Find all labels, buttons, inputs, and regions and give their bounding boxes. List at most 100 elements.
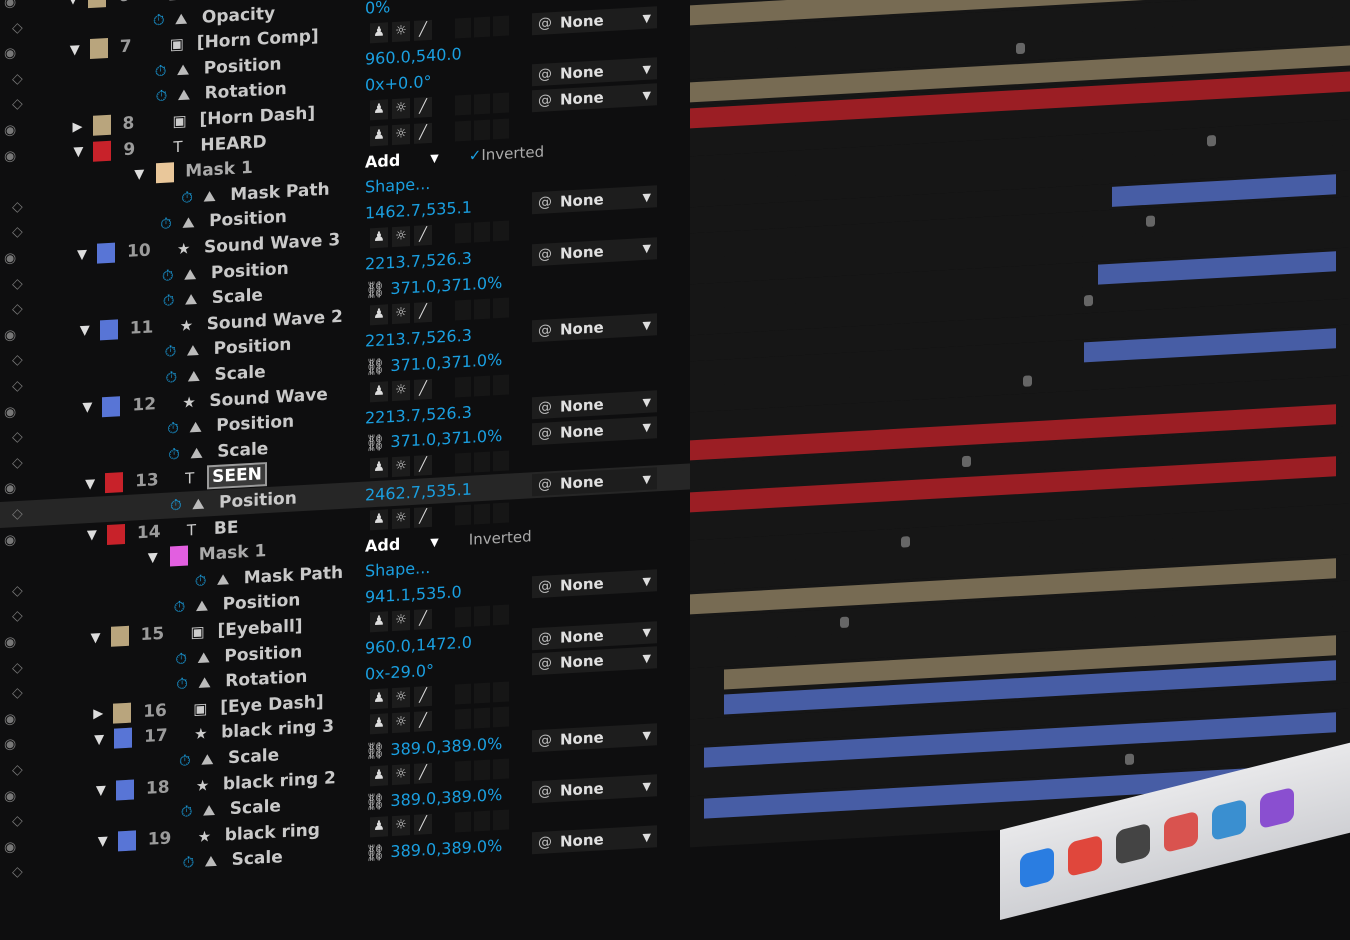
label-color-swatch[interactable] (106, 523, 125, 545)
constrain-proportions-link-icon[interactable]: ⛓ (365, 355, 391, 377)
property-value-text[interactable]: 389.0,389.0% (390, 835, 503, 862)
switch-box[interactable] (474, 810, 490, 832)
graph-editor-icon[interactable]: ⛰ (190, 443, 203, 463)
property-value[interactable]: 2462.7,535.1 (365, 479, 472, 504)
constrain-proportions-link-icon[interactable]: ⛓ (365, 842, 391, 863)
property-value-text[interactable]: 389.0,389.0% (390, 733, 503, 759)
layer-name[interactable]: SEEN (207, 462, 267, 491)
keyframe-marker[interactable] (900, 535, 910, 548)
parent-dropdown[interactable]: @ None ▼ (532, 825, 657, 855)
quality-icon[interactable]: ╱ (414, 301, 432, 323)
visibility-eye-icon[interactable]: ◉ (4, 250, 17, 267)
pick-whip-icon[interactable]: @ (538, 245, 552, 263)
graph-editor-icon[interactable]: ⛰ (189, 417, 202, 437)
inverted-checkbox[interactable]: Inverted (469, 527, 532, 549)
graph-editor-icon[interactable]: ⛰ (184, 290, 198, 309)
shy-icon[interactable]: ♟ (370, 380, 388, 402)
chevron-down-icon[interactable]: ▼ (430, 535, 439, 549)
mask-name[interactable]: Mask 1 (185, 158, 253, 182)
pick-whip-icon[interactable]: @ (538, 399, 552, 417)
collapse-icon[interactable]: ☼ (392, 98, 410, 120)
property-value-text[interactable]: 960.0,540.0 (365, 44, 462, 69)
keyframe-nav-icon[interactable]: ◇ (12, 19, 23, 36)
switch-box[interactable] (455, 94, 471, 116)
collapse-icon[interactable]: ☼ (392, 302, 410, 324)
visibility-eye-icon[interactable]: ◉ (4, 531, 17, 549)
visibility-eye-icon[interactable]: ◉ (4, 480, 17, 498)
shy-icon[interactable]: ♟ (370, 508, 388, 530)
property-value-text[interactable]: 2213.7,526.3 (365, 402, 472, 428)
pick-whip-icon[interactable]: @ (538, 15, 552, 33)
label-color-swatch[interactable] (115, 779, 134, 801)
switch-box[interactable] (493, 604, 509, 626)
collapse-triangle-icon[interactable]: ▼ (82, 399, 93, 416)
stopwatch-icon[interactable]: ⏱ (168, 444, 180, 464)
pick-whip-icon[interactable]: @ (538, 655, 552, 673)
collapse-icon[interactable]: ☼ (392, 226, 410, 248)
constrain-proportions-link-icon[interactable]: ⛓ (365, 739, 391, 761)
stopwatch-icon[interactable]: ⏱ (152, 10, 165, 30)
visibility-eye-icon[interactable]: ◉ (4, 710, 17, 728)
switch-box[interactable] (493, 220, 509, 242)
property-value[interactable]: Shape... (365, 174, 430, 197)
stopwatch-icon[interactable]: ⏱ (179, 751, 191, 770)
keyframe-nav-icon[interactable]: ◇ (12, 352, 23, 369)
switch-box[interactable] (474, 16, 490, 38)
visibility-eye-icon[interactable]: ◉ (4, 0, 17, 11)
visibility-eye-icon[interactable]: ◉ (4, 403, 17, 421)
keyframe-nav-icon[interactable]: ◇ (12, 864, 23, 881)
label-color-swatch[interactable] (105, 472, 124, 494)
property-value[interactable]: 2213.7,526.3 (365, 249, 472, 274)
switch-box[interactable] (455, 299, 471, 321)
shy-icon[interactable]: ♟ (370, 99, 388, 121)
property-value[interactable]: 960.0,1472.0 (365, 633, 472, 658)
label-color-swatch[interactable] (88, 0, 106, 9)
visibility-eye-icon[interactable]: ◉ (4, 122, 17, 139)
graph-editor-icon[interactable]: ⛰ (198, 673, 211, 693)
collapse-icon[interactable]: ☼ (392, 456, 410, 478)
graph-editor-icon[interactable]: ⛰ (192, 494, 205, 514)
keyframe-nav-icon[interactable]: ◇ (12, 300, 23, 318)
label-color-swatch[interactable] (117, 830, 136, 852)
label-color-swatch[interactable] (92, 114, 111, 136)
property-value-text[interactable]: Shape... (365, 174, 431, 197)
graph-editor-icon[interactable]: ⛰ (203, 186, 216, 206)
stopwatch-icon[interactable]: ⏱ (164, 342, 177, 362)
stopwatch-icon[interactable]: ⏱ (182, 853, 195, 873)
mask-mode-dropdown[interactable]: Add (365, 534, 401, 556)
keyframe-nav-icon[interactable]: ◇ (12, 198, 23, 216)
switch-box[interactable] (455, 453, 471, 474)
switch-box[interactable] (493, 92, 509, 114)
layer-name[interactable]: black ring (224, 819, 320, 846)
keyframe-nav-icon[interactable]: ◇ (12, 454, 23, 472)
label-color-swatch[interactable] (110, 625, 129, 647)
collapse-icon[interactable]: ☼ (392, 21, 410, 43)
graph-editor-icon[interactable]: ⛰ (204, 852, 218, 871)
property-value-text[interactable]: 2462.7,535.1 (365, 479, 472, 505)
property-value[interactable]: 941.1,535.0 (365, 582, 462, 606)
pick-whip-icon[interactable]: @ (538, 834, 552, 852)
property-value[interactable]: 0x-29.0° (365, 660, 434, 683)
stopwatch-icon[interactable]: ⏱ (194, 571, 207, 590)
constrain-proportions-link-icon[interactable]: ⛓ (365, 278, 391, 300)
switch-box[interactable] (493, 297, 509, 319)
mask-mode-dropdown[interactable]: Add (365, 150, 401, 172)
property-value-text[interactable]: Shape... (365, 558, 431, 581)
collapse-triangle-icon[interactable]: ▼ (73, 144, 84, 160)
keyframe-nav-icon[interactable]: ◇ (12, 659, 23, 676)
switch-box[interactable] (474, 298, 490, 320)
keyframe-marker[interactable] (1084, 295, 1094, 307)
stopwatch-icon[interactable]: ⏱ (176, 674, 188, 694)
app-icon[interactable] (1116, 822, 1150, 866)
graph-editor-icon[interactable]: ⛰ (186, 341, 200, 360)
inverted-checkbox[interactable]: ✓Inverted (469, 143, 544, 165)
switch-box[interactable] (455, 17, 471, 39)
switch-box[interactable] (455, 760, 471, 782)
graph-editor-icon[interactable]: ⛰ (197, 647, 210, 667)
switch-box[interactable] (455, 709, 471, 730)
property-value-text[interactable]: 1462.7,535.1 (365, 197, 472, 223)
switch-box[interactable] (474, 119, 490, 141)
label-color-swatch[interactable] (99, 319, 118, 341)
app-icon[interactable] (1260, 786, 1294, 830)
keyframe-marker[interactable] (839, 616, 849, 628)
